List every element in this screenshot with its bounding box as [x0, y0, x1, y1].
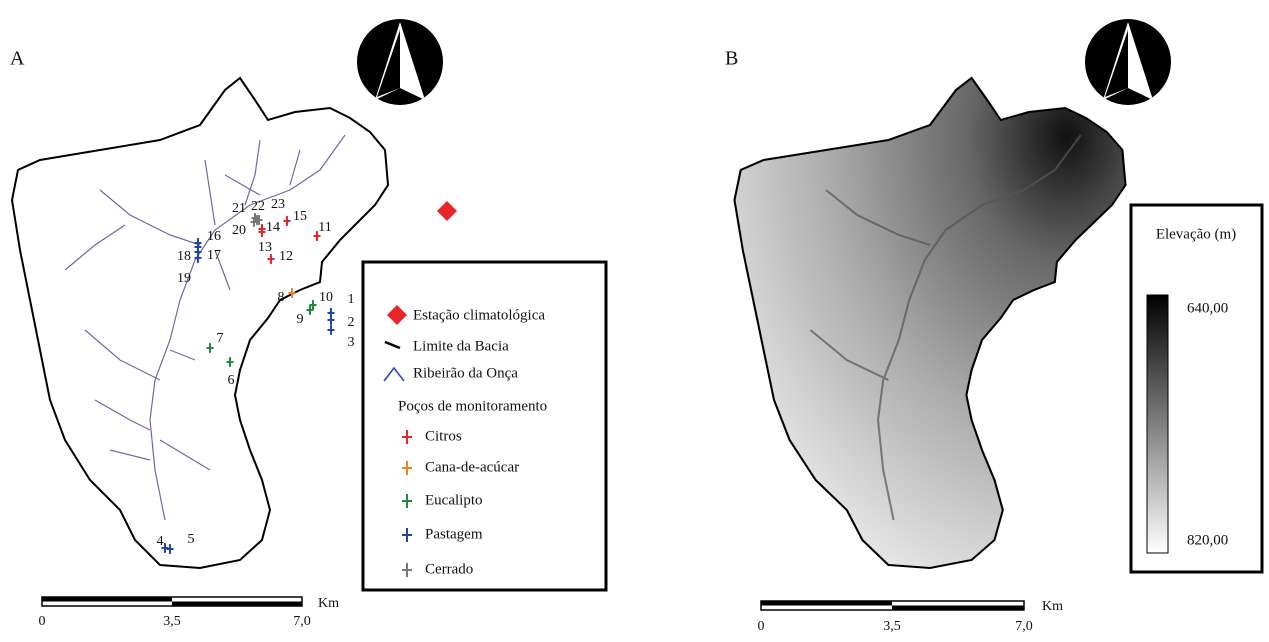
scale-label: 0	[758, 619, 765, 634]
well-label: 22	[251, 199, 265, 214]
well-label: 3	[348, 335, 355, 350]
legend-label: 820,00	[1187, 532, 1228, 548]
well-label: 10	[319, 290, 333, 305]
well-marker	[328, 325, 335, 335]
well-label: 12	[279, 249, 293, 264]
well-label: 7	[217, 331, 224, 346]
well-label: 16	[207, 229, 221, 244]
well-label: 13	[258, 240, 272, 255]
well-label: 6	[228, 373, 235, 388]
elevation-legend: Elevação (m) 640,00 820,00	[1131, 205, 1262, 572]
well-label: 23	[271, 197, 285, 212]
well-label: 1	[348, 292, 355, 307]
well-label: 9	[297, 312, 304, 327]
dem-basin	[734, 78, 1125, 568]
legend-label: 640,00	[1187, 300, 1228, 316]
legend-label: Ribeirão da Onça	[413, 365, 518, 381]
legend-title: Poços de monitoramento	[398, 398, 547, 414]
well-label: 18	[177, 249, 191, 264]
scale-unit: Km	[1042, 599, 1063, 614]
legend-label: Pastagem	[425, 526, 483, 542]
legend-title: Elevação (m)	[1156, 226, 1236, 242]
climate-station	[437, 201, 457, 221]
well-label: 4	[157, 534, 164, 549]
scale-label: 3,5	[883, 619, 901, 634]
legend-label: Cerrado	[425, 561, 473, 577]
well-label: 20	[232, 223, 246, 238]
well-marker	[328, 315, 335, 325]
legend: Estação climatológica Limite da Bacia Ri…	[363, 262, 606, 590]
well-label: 14	[266, 220, 280, 235]
well-label: 17	[207, 248, 221, 263]
panel-label: A	[10, 48, 25, 70]
north-arrow	[357, 19, 443, 105]
well-label: 5	[188, 532, 195, 547]
well-label: 15	[293, 209, 307, 224]
scale-label: 7,0	[293, 614, 311, 629]
legend-label: Eucalipto	[425, 492, 482, 508]
scale-unit: Km	[318, 596, 339, 611]
well-label: 8	[278, 290, 285, 305]
well-label: 2	[348, 315, 355, 330]
legend-label: Limite da Bacia	[413, 338, 509, 354]
scale-label: 7,0	[1015, 619, 1033, 634]
panel-label: B	[725, 48, 738, 70]
scale-label: 3,5	[163, 614, 181, 629]
legend-label: Estação climatológica	[413, 307, 545, 323]
legend-label: Cana-de-acúcar	[425, 459, 519, 475]
well-label: 21	[232, 201, 246, 216]
scale-bar: Km 0 3,5 7,0	[758, 599, 1064, 634]
north-arrow	[1085, 19, 1171, 105]
scale-label: 0	[39, 614, 46, 629]
figure: A B Estação climatológica Limite da Baci…	[0, 0, 1269, 637]
well-label: 11	[318, 220, 331, 235]
legend-label: Citros	[425, 428, 462, 444]
scale-bar: Km 0 3,5 7,0	[39, 596, 340, 629]
well-label: 19	[177, 271, 191, 286]
